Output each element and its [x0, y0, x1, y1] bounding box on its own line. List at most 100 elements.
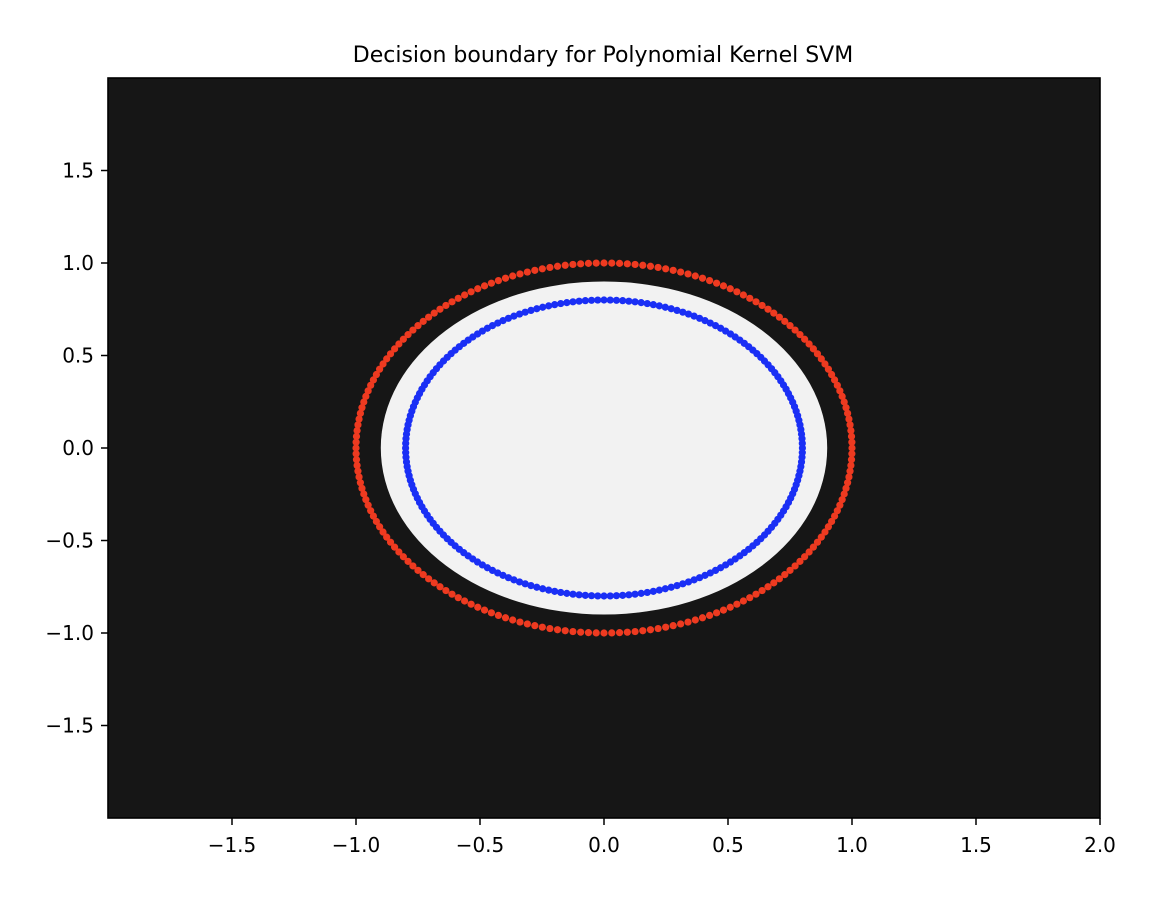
data-point [515, 310, 524, 318]
data-point [846, 421, 854, 429]
data-point [833, 507, 841, 515]
x-tick-label: 0.0 [588, 833, 620, 857]
data-point [379, 360, 387, 368]
data-point [510, 312, 518, 320]
data-point [379, 528, 387, 536]
data-point [561, 261, 569, 269]
data-point [770, 579, 778, 587]
data-point [608, 259, 616, 267]
data-point [516, 618, 524, 626]
data-point [646, 626, 655, 634]
data-point [705, 611, 714, 619]
data-point [569, 590, 577, 598]
data-point [786, 566, 794, 574]
data-point [791, 562, 799, 570]
data-point [414, 566, 422, 574]
data-point [801, 335, 809, 343]
data-point [594, 296, 602, 304]
x-tick-label: −1.5 [208, 833, 257, 857]
data-point [501, 274, 510, 282]
data-point [594, 592, 602, 600]
x-axis-ticks: −1.5 −1.0 −0.5 0.0 0.5 1.0 1.5 2.0 [208, 818, 1116, 857]
data-point [619, 297, 627, 305]
data-point [523, 620, 531, 628]
data-point [419, 317, 427, 325]
data-point [669, 622, 677, 630]
data-point [600, 629, 608, 637]
data-point [781, 571, 789, 579]
y-tick-label: −0.5 [45, 529, 94, 553]
data-point [551, 301, 559, 309]
data-point [516, 270, 524, 278]
data-point [845, 415, 853, 423]
data-point [623, 628, 631, 636]
data-point [442, 301, 450, 310]
data-point [615, 629, 624, 637]
data-point [592, 629, 600, 637]
data-point [719, 606, 728, 614]
data-point [362, 496, 370, 504]
data-point [781, 317, 789, 325]
data-point [369, 512, 378, 520]
data-point [577, 628, 585, 636]
data-point [409, 562, 417, 570]
data-point [655, 586, 663, 594]
data-point [352, 456, 361, 464]
data-point [533, 583, 541, 591]
data-point [712, 609, 721, 617]
data-point [509, 272, 517, 280]
data-point [383, 355, 391, 363]
data-point [527, 306, 535, 314]
data-point [364, 501, 372, 509]
data-point [467, 288, 475, 296]
data-point [414, 322, 422, 330]
data-point [830, 376, 839, 384]
data-point [775, 575, 783, 583]
data-point [561, 627, 569, 635]
data-point [383, 533, 391, 541]
data-point [796, 557, 804, 565]
data-point [817, 355, 825, 363]
scatter-series-1 [402, 296, 807, 600]
data-point [399, 553, 407, 561]
data-point [352, 432, 361, 440]
data-point [569, 627, 577, 636]
data-point [844, 479, 852, 487]
data-point [764, 305, 772, 313]
data-point [746, 294, 754, 302]
data-point [608, 629, 616, 637]
data-point [391, 543, 399, 551]
data-point [386, 350, 395, 358]
data-point [419, 571, 427, 579]
x-tick-label: 1.5 [960, 833, 992, 857]
data-point [448, 298, 456, 306]
data-point [354, 467, 362, 475]
data-point [480, 282, 489, 290]
x-tick-label: 2.0 [1084, 833, 1116, 857]
data-point [353, 461, 361, 470]
data-point [698, 274, 707, 282]
data-point [830, 512, 839, 520]
data-point [354, 421, 362, 429]
data-point [691, 616, 699, 624]
data-point [352, 438, 360, 446]
data-point [356, 409, 364, 417]
data-point [546, 263, 554, 272]
data-point [538, 623, 546, 631]
data-point [504, 574, 513, 582]
data-point [362, 392, 370, 400]
data-point [809, 543, 817, 551]
data-point [639, 627, 647, 635]
x-tick-label: −1.0 [332, 833, 381, 857]
data-point [386, 538, 395, 546]
data-point [581, 591, 589, 599]
data-point [600, 259, 608, 267]
data-point [539, 585, 547, 593]
data-point [391, 345, 399, 353]
data-point [739, 291, 747, 299]
data-point [625, 591, 633, 599]
data-point [575, 591, 583, 599]
data-point [847, 456, 856, 464]
data-point [551, 587, 559, 595]
data-point [539, 303, 547, 311]
